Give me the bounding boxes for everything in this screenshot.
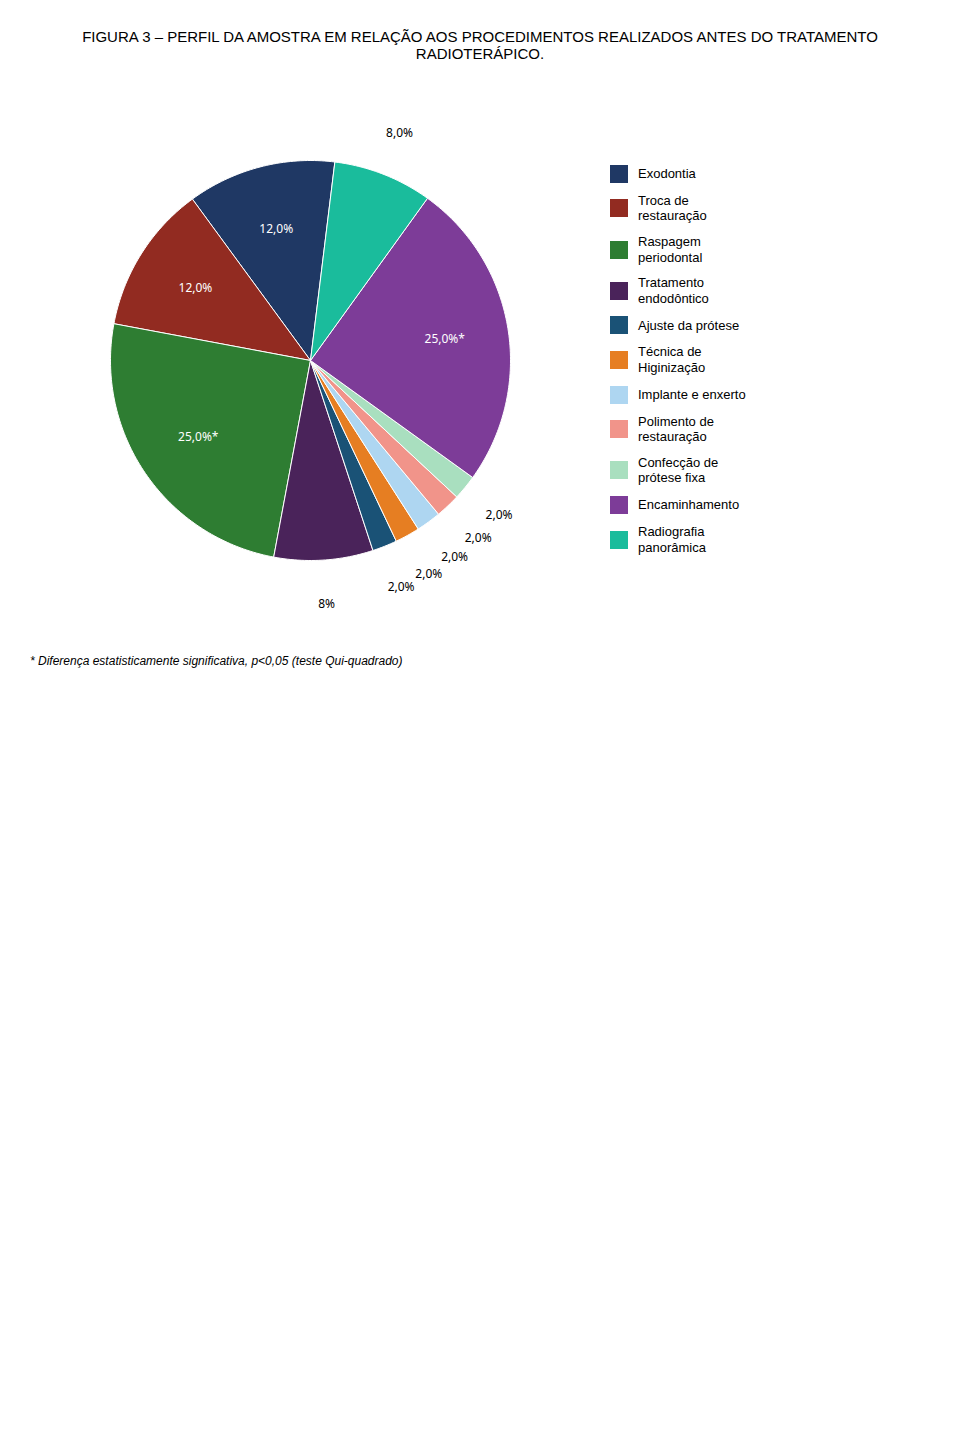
svg-text:2,0%: 2,0% [415, 565, 442, 582]
svg-text:12,0%: 12,0% [179, 279, 213, 296]
html-text:Radiografia panorâmica: Radiografia panorâmica [638, 524, 706, 555]
html-text:Técnica de Higinização: Técnica de Higinização [638, 344, 706, 375]
svg-text:2,0%: 2,0% [388, 578, 415, 595]
svg-text:8,0%: 8,0% [386, 124, 413, 141]
svg-text:25,0%*: 25,0%* [425, 330, 466, 347]
svg-text:2,0%: 2,0% [441, 548, 468, 565]
html-text:Ajuste da prótese: Ajuste da prótese [638, 317, 740, 333]
html-text:* Diferença estatisticamente s: * Diferença estatisticamente significati… [30, 654, 403, 668]
svg-text:2,0%: 2,0% [486, 506, 513, 523]
svg-text:25,0%*: 25,0%* [178, 428, 219, 445]
html-text:Confecção de prótese fixa: Confecção de prótese fixa [638, 454, 719, 486]
html-text:Encaminhamento: Encaminhamento [638, 497, 740, 513]
svg-text:2,0%: 2,0% [465, 529, 492, 546]
html-text:FIGURA 3 – PERFIL DA AMOSTRA E: FIGURA 3 – PERFIL DA AMOSTRA EM RELAÇÃO … [82, 28, 878, 62]
svg-text:12,0%: 12,0% [259, 220, 293, 237]
html-text:Implante e enxerto: Implante e enxerto [638, 386, 746, 402]
html-text:Exodontia: Exodontia [638, 166, 696, 181]
html-text:Raspagem periodontal: Raspagem periodontal [638, 234, 703, 265]
svg-text:8%: 8% [318, 595, 335, 612]
html-text:Polimento de restauração: Polimento de restauração [638, 413, 714, 445]
html-text:Troca de restauração: Troca de restauração [638, 192, 707, 224]
html-text:Tratamento endodôntico: Tratamento endodôntico [638, 275, 709, 306]
